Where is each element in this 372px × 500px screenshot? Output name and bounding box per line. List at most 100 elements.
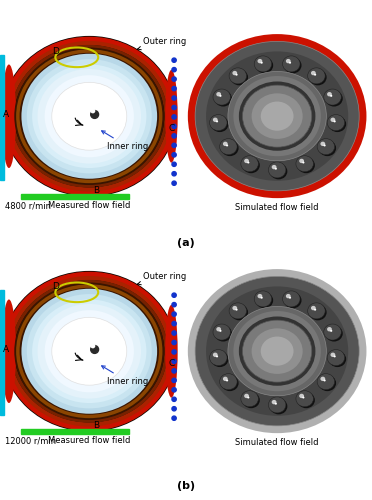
Ellipse shape (325, 90, 343, 106)
Ellipse shape (256, 292, 273, 308)
Ellipse shape (311, 306, 316, 310)
Circle shape (172, 302, 176, 307)
Circle shape (172, 124, 176, 128)
Ellipse shape (302, 396, 304, 398)
Ellipse shape (324, 380, 326, 382)
Ellipse shape (221, 375, 238, 391)
Circle shape (172, 152, 176, 157)
Ellipse shape (289, 296, 291, 298)
Ellipse shape (318, 140, 336, 156)
Ellipse shape (268, 162, 286, 178)
Ellipse shape (239, 82, 315, 151)
Ellipse shape (243, 85, 312, 147)
Ellipse shape (214, 90, 232, 106)
Ellipse shape (219, 374, 237, 390)
Text: Outer ring: Outer ring (137, 37, 186, 50)
Ellipse shape (226, 380, 228, 382)
Circle shape (172, 340, 176, 344)
Ellipse shape (247, 396, 249, 398)
Ellipse shape (318, 375, 336, 391)
Polygon shape (0, 54, 4, 180)
Ellipse shape (283, 56, 300, 72)
Circle shape (172, 397, 176, 402)
Ellipse shape (73, 102, 94, 120)
Ellipse shape (299, 394, 304, 398)
Ellipse shape (299, 158, 304, 163)
Circle shape (172, 143, 176, 148)
Ellipse shape (261, 336, 294, 366)
Ellipse shape (254, 291, 272, 307)
Ellipse shape (268, 397, 286, 413)
Text: A: A (3, 110, 9, 119)
Ellipse shape (27, 294, 152, 408)
Text: B: B (93, 186, 99, 195)
Circle shape (91, 346, 99, 354)
Ellipse shape (251, 94, 303, 139)
Ellipse shape (242, 157, 260, 173)
Ellipse shape (229, 303, 247, 319)
Text: B: B (93, 421, 99, 430)
Ellipse shape (334, 120, 336, 122)
Ellipse shape (330, 95, 332, 97)
Ellipse shape (206, 52, 348, 181)
Ellipse shape (22, 289, 157, 414)
Ellipse shape (2, 36, 177, 196)
Ellipse shape (330, 330, 332, 332)
Ellipse shape (275, 168, 277, 170)
Ellipse shape (2, 271, 177, 432)
Circle shape (172, 388, 176, 392)
Ellipse shape (219, 138, 237, 154)
Circle shape (172, 68, 176, 72)
Ellipse shape (45, 310, 134, 392)
Ellipse shape (38, 304, 141, 398)
Circle shape (172, 312, 176, 316)
Ellipse shape (213, 324, 231, 340)
Text: D: D (52, 282, 59, 292)
Ellipse shape (52, 318, 127, 385)
Text: Simulated flow field: Simulated flow field (235, 203, 319, 212)
Ellipse shape (226, 144, 228, 146)
Text: Measured flow field: Measured flow field (48, 201, 131, 210)
Ellipse shape (251, 328, 303, 374)
Ellipse shape (188, 269, 366, 433)
Ellipse shape (324, 144, 326, 146)
Ellipse shape (219, 95, 222, 97)
Text: Inner ring: Inner ring (102, 131, 148, 151)
Ellipse shape (216, 356, 218, 358)
Text: Simulated flow field: Simulated flow field (235, 438, 319, 447)
Ellipse shape (229, 68, 247, 84)
Ellipse shape (272, 400, 276, 404)
Ellipse shape (247, 162, 249, 164)
Polygon shape (22, 429, 129, 434)
Circle shape (172, 115, 176, 119)
Ellipse shape (286, 294, 291, 298)
Ellipse shape (32, 300, 147, 403)
Ellipse shape (324, 89, 341, 105)
Text: D: D (52, 48, 59, 56)
Ellipse shape (275, 402, 277, 404)
Ellipse shape (330, 352, 335, 357)
Circle shape (91, 109, 94, 112)
Ellipse shape (165, 305, 178, 398)
Ellipse shape (14, 48, 164, 185)
Circle shape (91, 344, 94, 348)
Circle shape (172, 378, 176, 382)
Ellipse shape (328, 351, 346, 367)
Ellipse shape (244, 158, 249, 163)
Ellipse shape (261, 102, 294, 130)
Ellipse shape (334, 356, 336, 358)
Circle shape (172, 172, 176, 176)
Circle shape (172, 106, 176, 110)
Ellipse shape (328, 116, 346, 132)
Text: Measured flow field: Measured flow field (48, 436, 131, 445)
Ellipse shape (302, 162, 304, 164)
Ellipse shape (213, 352, 218, 357)
Ellipse shape (235, 74, 238, 76)
Ellipse shape (27, 59, 152, 174)
Circle shape (172, 58, 176, 62)
Ellipse shape (311, 71, 316, 76)
Ellipse shape (330, 118, 335, 122)
Text: 4800 r/min: 4800 r/min (5, 202, 51, 211)
Ellipse shape (2, 64, 16, 168)
Ellipse shape (2, 300, 16, 403)
